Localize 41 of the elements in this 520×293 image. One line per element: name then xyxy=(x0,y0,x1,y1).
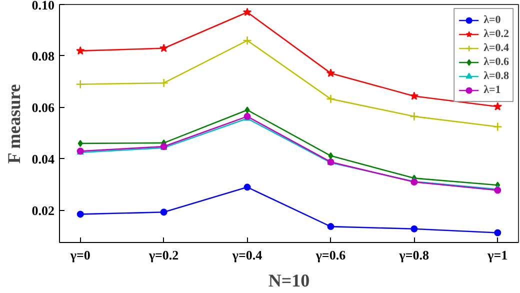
x-tick-label: γ=1 xyxy=(486,248,508,262)
point xyxy=(159,78,168,88)
legend-label: λ=0.2 xyxy=(484,27,509,41)
y-tick-label: 0.04 xyxy=(32,151,55,166)
point xyxy=(76,210,84,218)
x-tick-label: γ=0.8 xyxy=(398,248,430,262)
legend-label: λ=1 xyxy=(484,83,502,97)
legend-label: λ=0.6 xyxy=(484,55,509,69)
x-axis-title: N=10 xyxy=(268,270,310,290)
y-tick-label: 0.10 xyxy=(32,0,54,12)
point xyxy=(494,186,502,194)
point xyxy=(76,46,85,55)
point xyxy=(493,102,502,110)
point xyxy=(494,229,502,236)
legend-label: λ=0.4 xyxy=(484,41,509,55)
point xyxy=(410,112,419,122)
point xyxy=(410,225,418,232)
y-tick-label: 0.06 xyxy=(32,100,55,115)
point xyxy=(244,184,251,191)
y-tick-label: 0.02 xyxy=(32,202,54,218)
point xyxy=(160,44,168,52)
point xyxy=(160,208,168,216)
point xyxy=(242,8,252,16)
point xyxy=(410,92,418,100)
point xyxy=(328,152,334,160)
point xyxy=(78,140,83,147)
x-tick-label: γ=0.4 xyxy=(231,248,263,262)
point xyxy=(492,122,502,132)
y-tick-label: 0.08 xyxy=(32,48,55,64)
point xyxy=(326,68,336,77)
x-tick-label: γ=0.2 xyxy=(148,248,179,262)
point xyxy=(76,80,86,89)
point xyxy=(326,94,336,104)
point xyxy=(327,223,334,230)
point xyxy=(242,36,252,46)
legend-label: λ=0.8 xyxy=(484,69,509,83)
legend-label: λ=0 xyxy=(484,13,502,27)
y-axis-title: F measure xyxy=(4,84,24,164)
point xyxy=(244,106,250,114)
x-tick-label: γ=0 xyxy=(69,248,90,262)
x-tick-label: γ=0.6 xyxy=(314,248,346,262)
